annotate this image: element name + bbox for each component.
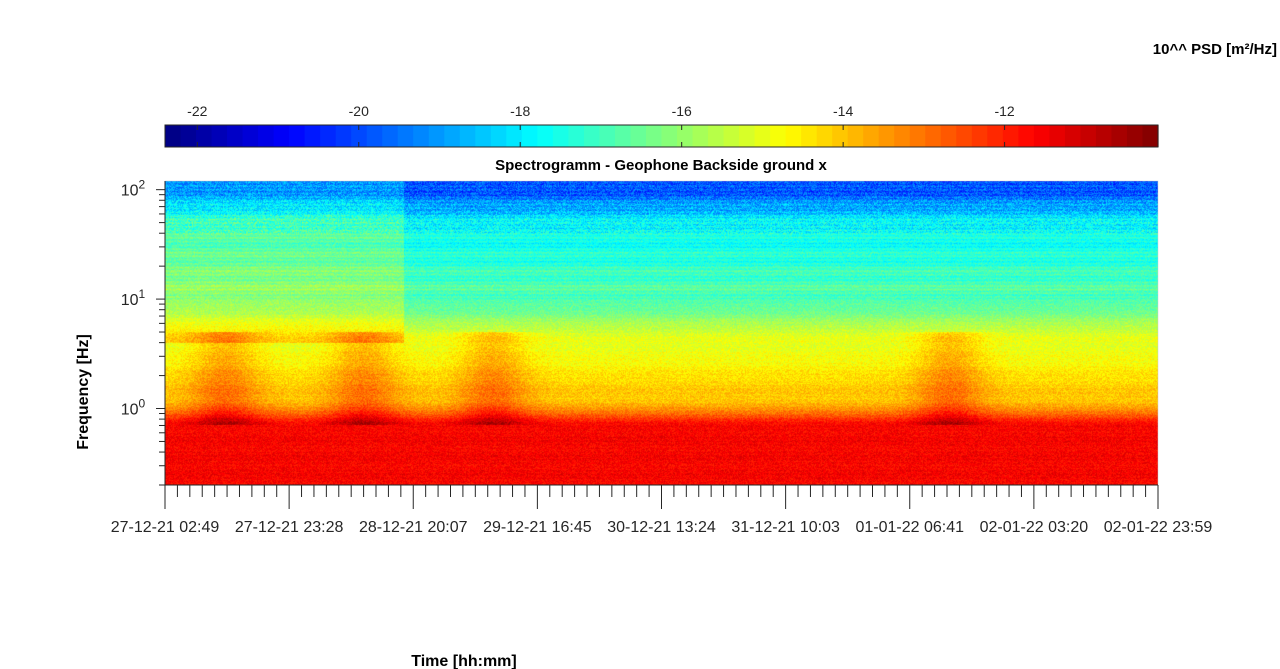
- colorbar-step: [599, 125, 616, 147]
- colorbar-step: [863, 125, 880, 147]
- colorbar-step: [382, 125, 399, 147]
- colorbar-step: [692, 125, 709, 147]
- spectrogram-image: [165, 181, 1158, 485]
- colorbar-step: [832, 125, 849, 147]
- colorbar-step: [708, 125, 725, 147]
- colorbar-step: [475, 125, 492, 147]
- colorbar-step: [335, 125, 352, 147]
- colorbar-step: [366, 125, 383, 147]
- colorbar-tick-label: -14: [833, 103, 853, 119]
- colorbar-step: [630, 125, 647, 147]
- colorbar-tick-label: -16: [672, 103, 692, 119]
- colorbar-step: [1033, 125, 1050, 147]
- x-axis-label: Time [hh:mm]: [411, 653, 516, 669]
- colorbar-step: [894, 125, 911, 147]
- colorbar-step: [1064, 125, 1082, 147]
- colorbar-step: [242, 125, 259, 147]
- colorbar-step: [211, 125, 228, 147]
- x-axis: 27-12-21 02:49 27-12-21 23:28 28-12-21 20:…: [111, 484, 1213, 536]
- colorbar-step: [785, 125, 802, 147]
- y-tick-label: 101: [121, 287, 146, 309]
- colorbar-border: [164, 124, 1159, 148]
- x-tick-label: 27-12-21 23:28: [235, 519, 344, 536]
- colorbar-step: [180, 125, 197, 147]
- x-tick-label: 30-12-21 13:24: [607, 519, 716, 536]
- colorbar-step: [506, 125, 523, 147]
- colorbar-step: [196, 125, 213, 147]
- y-axis-label: Frequency [Hz]: [75, 334, 92, 450]
- colorbar: [164, 124, 1159, 148]
- colorbar-step: [739, 125, 756, 147]
- chart-title: Spectrogramm - Geophone Backside ground …: [495, 157, 827, 174]
- colorbar-step: [925, 125, 942, 147]
- colorbar-step: [770, 125, 787, 147]
- colorbar-step: [444, 125, 461, 147]
- colorbar-step: [227, 125, 244, 147]
- colorbar-step: [614, 125, 632, 147]
- colorbar-step: [847, 125, 864, 147]
- colorbar-step: [1142, 125, 1159, 147]
- colorbar-step: [490, 125, 507, 147]
- x-tick-label: 01-01-22 06:41: [855, 519, 964, 536]
- colorbar-step: [645, 125, 663, 147]
- x-tick-label: 28-12-21 20:07: [359, 519, 468, 536]
- colorbar-step: [754, 125, 771, 147]
- colorbar-step: [273, 125, 290, 147]
- y-tick-label: 102: [121, 178, 146, 200]
- colorbar-step: [1095, 125, 1113, 147]
- colorbar-step: [289, 125, 306, 147]
- x-tick-label: 02-01-22 23:59: [1104, 519, 1213, 536]
- colorbar-tick-label: -12: [994, 103, 1014, 119]
- colorbar-step: [304, 125, 321, 147]
- colorbar-label: 10^^ PSD [m²/Hz]: [1153, 41, 1277, 58]
- colorbar-step: [816, 125, 833, 147]
- colorbar-step: [459, 125, 476, 147]
- colorbar-tick-label: -20: [349, 103, 369, 119]
- x-tick-label: 27-12-21 02:49: [111, 519, 220, 536]
- colorbar-step: [1049, 125, 1066, 147]
- colorbar-step: [987, 125, 1004, 147]
- colorbar-tick-label: -18: [510, 103, 530, 119]
- colorbar-step: [878, 125, 895, 147]
- x-tick-label: 29-12-21 16:45: [483, 519, 592, 536]
- spectrogram-plot: [164, 180, 1159, 486]
- colorbar-step: [1018, 125, 1035, 147]
- colorbar-step: [521, 125, 538, 147]
- colorbar-step: [568, 125, 585, 147]
- y-tick-label: 100: [121, 397, 146, 419]
- x-tick-label: 02-01-22 03:20: [980, 519, 1089, 536]
- colorbar-step: [971, 125, 988, 147]
- colorbar-step: [165, 125, 182, 147]
- colorbar-step: [1080, 125, 1097, 147]
- colorbar-step: [320, 125, 337, 147]
- x-tick-label: 31-12-21 10:03: [731, 519, 840, 536]
- colorbar-step: [956, 125, 973, 147]
- colorbar-step: [940, 125, 957, 147]
- colorbar-step: [1002, 125, 1019, 147]
- colorbar-step: [583, 125, 601, 147]
- colorbar-step: [552, 125, 570, 147]
- y-axis: 100 101 102: [121, 178, 166, 486]
- colorbar-step: [537, 125, 554, 147]
- colorbar-step: [723, 125, 740, 147]
- colorbar-step: [413, 125, 430, 147]
- colorbar-step: [1111, 125, 1128, 147]
- colorbar-step: [801, 125, 818, 147]
- colorbar-step: [661, 125, 678, 147]
- colorbar-step: [351, 125, 368, 147]
- colorbar-ticks: -22 -20 -18 -16 -14 -12: [187, 103, 1015, 147]
- colorbar-step: [677, 125, 694, 147]
- colorbar-step: [428, 125, 445, 147]
- colorbar-tick-label: -22: [187, 103, 207, 119]
- colorbar-step: [258, 125, 275, 147]
- colorbar-step: [1126, 125, 1144, 147]
- colorbar-step: [909, 125, 926, 147]
- colorbar-step: [397, 125, 414, 147]
